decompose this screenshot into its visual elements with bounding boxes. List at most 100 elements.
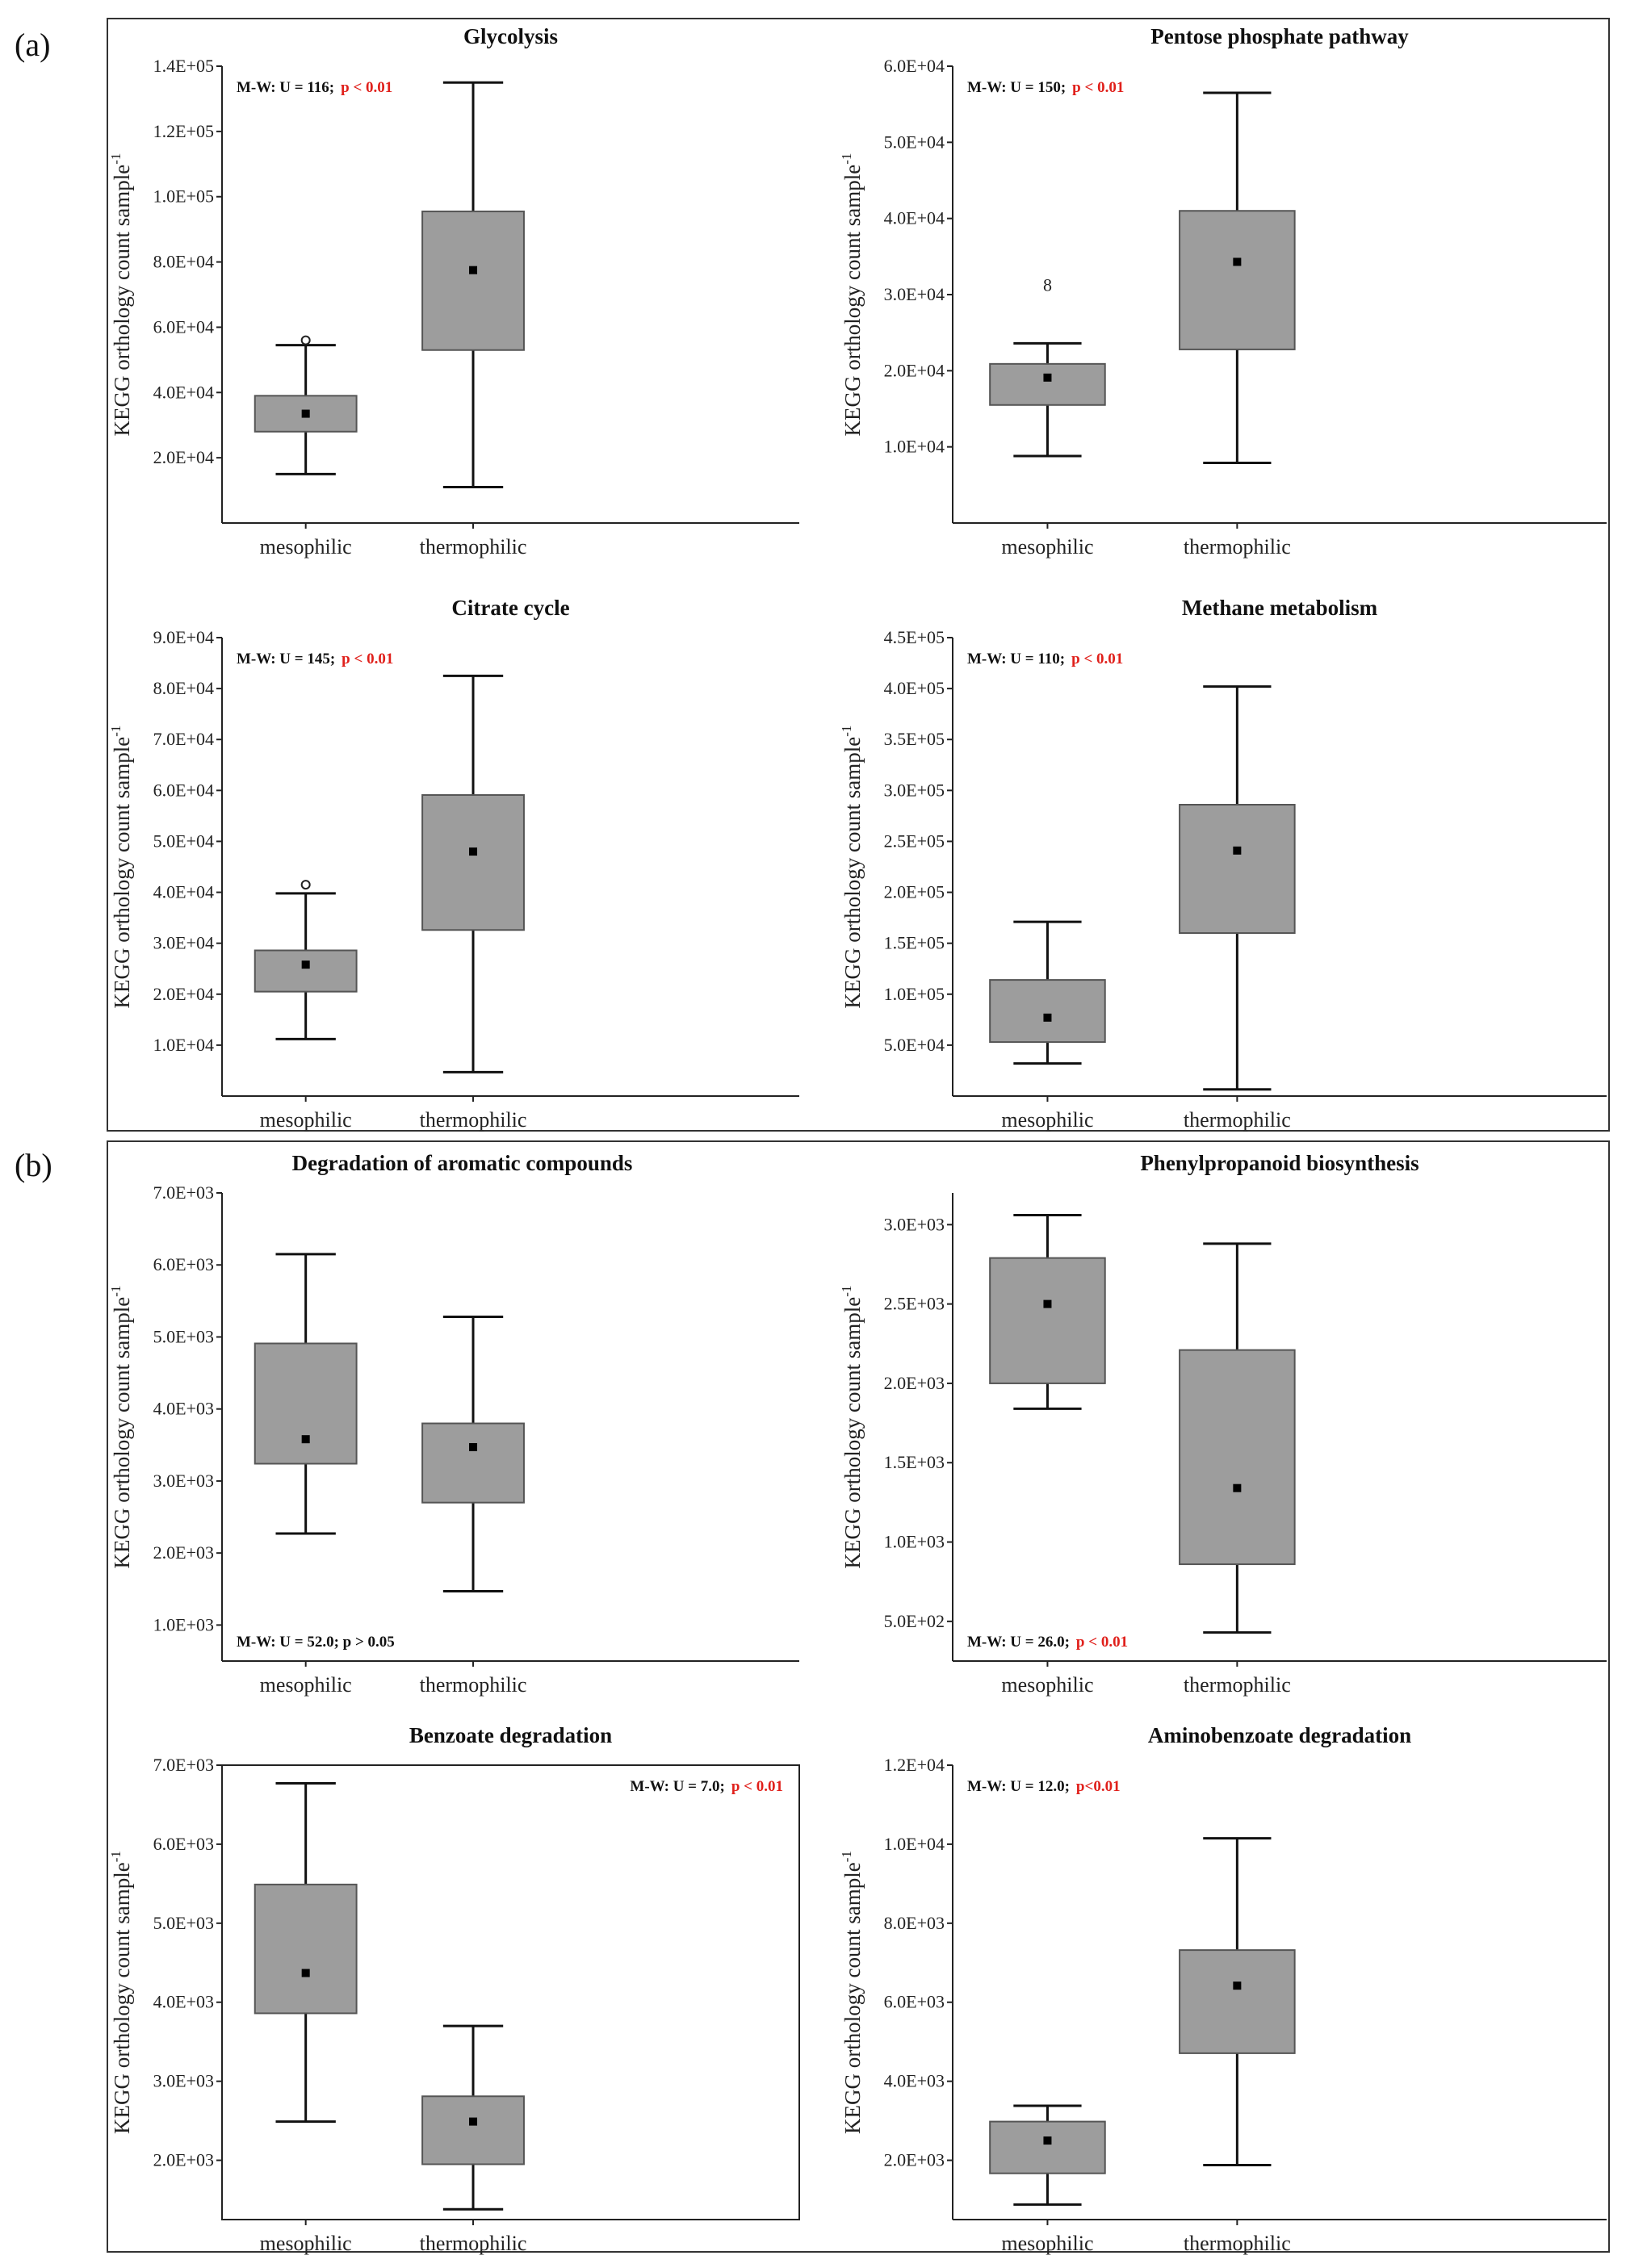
y-tick-label: 3.0E+03 [153, 2071, 214, 2091]
stat-annotation: M-W: U = 116; p < 0.01 [237, 79, 392, 96]
box-thermophilic [1179, 685, 1296, 1091]
x-category-label: mesophilic [260, 1673, 352, 1697]
y-tick-label: 8.0E+04 [153, 678, 214, 698]
stat-annotation: M-W: U = 52.0; p > 0.05 [237, 1634, 395, 1651]
chart-benzoate-degradation: Benzoate degradation 2.0E+03 3.0E+03 4.0E+0… [108, 1723, 800, 2255]
panel-a-frame [107, 18, 1610, 1132]
plot-area: Glycolysis 2.0E+04 4.0E+04 6.0E+04 8.0E+04 1.… [108, 24, 799, 559]
y-tick-label: 3.0E+03 [884, 1214, 945, 1234]
y-tick-label: 2.5E+05 [884, 831, 945, 851]
y-tick-label: 4.0E+03 [884, 2071, 945, 2091]
stat-annotation: M-W: U = 26.0; p < 0.01 [967, 1634, 1128, 1651]
y-axis-label: KEGG orthology count sample-1 [839, 1851, 865, 2134]
outlier-marker [300, 880, 311, 890]
chart-title: Benzoate degradation [409, 1723, 612, 1747]
y-axis-label: KEGG orthology count sample-1 [108, 1851, 134, 2134]
y-axis-label: KEGG orthology count sample-1 [108, 726, 134, 1009]
stat-test: M-W: U = 7.0; [630, 1778, 724, 1795]
box-mesophilic [254, 1253, 358, 1535]
chart-degradation-of-aromatic-compounds: Degradation of aromatic compounds 1.0E+03… [108, 1151, 799, 1697]
median-marker [1233, 257, 1242, 266]
outlier-marker [300, 335, 311, 345]
y-tick-label: 5.0E+04 [153, 831, 214, 851]
median-marker [469, 1442, 478, 1451]
y-tick-label: 1.2E+05 [153, 121, 214, 141]
y-tick-label: 1.5E+03 [884, 1452, 945, 1472]
stat-p-value: p < 0.01 [731, 1778, 783, 1795]
plot-border [221, 1764, 800, 2220]
x-category-label: thermophilic [420, 2232, 527, 2255]
y-tick-label: 6.0E+04 [153, 316, 214, 337]
stat-annotation: M-W: U = 150; p < 0.01 [967, 79, 1124, 96]
chart-title: Aminobenzoate degradation [1148, 1723, 1411, 1747]
stat-test: M-W: U = 145; [237, 651, 335, 667]
box-iqr [254, 1342, 358, 1465]
box-mesophilic [254, 1782, 358, 2124]
stat-test: M-W: U = 110; [967, 651, 1065, 667]
y-axis-label: KEGG orthology count sample-1 [108, 1286, 134, 1569]
y-axis-label-superscript: -1 [839, 1286, 854, 1297]
plot-area: Phenylpropanoid biosynthesis 5.0E+02 1.0E+… [839, 1151, 1607, 1697]
box-iqr [989, 362, 1106, 406]
stat-test: M-W: U = 116; [237, 79, 334, 96]
y-tick-label: 5.0E+04 [884, 1035, 945, 1055]
x-category-label: thermophilic [420, 1673, 527, 1697]
stat-test: M-W: U = 12.0; [967, 1778, 1070, 1795]
y-axis-label-superscript: -1 [839, 726, 854, 737]
y-tick-label: 5.0E+02 [884, 1611, 945, 1631]
chart-phenylpropanoid-biosynthesis: Phenylpropanoid biosynthesis 5.0E+02 1.0E+… [839, 1151, 1607, 1697]
chart-aminobenzoate-degradation: Aminobenzoate degradation 2.0E+03 4.0E+03 6… [839, 1723, 1607, 2255]
y-axis-label-superscript: -1 [108, 153, 124, 165]
y-tick-label: 6.0E+04 [153, 780, 214, 800]
y-tick-label: 5.0E+03 [153, 1326, 214, 1346]
y-axis-label-text: KEGG orthology count sample [840, 1862, 865, 2134]
box-mesophilic: 8 [989, 275, 1106, 458]
box-iqr [254, 949, 358, 993]
y-axis-label-superscript: -1 [108, 726, 124, 737]
y-tick-label: 7.0E+03 [153, 1182, 214, 1203]
box-thermophilic [421, 2024, 525, 2211]
box-thermophilic [421, 1315, 525, 1592]
y-axis-label-text: KEGG orthology count sample [840, 1297, 865, 1569]
box-iqr [254, 1883, 358, 2015]
x-category-label: mesophilic [1001, 1108, 1093, 1132]
y-tick-label: 1.0E+04 [884, 437, 945, 457]
y-tick-label: 2.5E+03 [884, 1294, 945, 1314]
y-tick-label: 4.0E+05 [884, 678, 945, 698]
median-marker [301, 1435, 310, 1444]
chart-title: Glycolysis [463, 24, 558, 48]
chart-title: Phenylpropanoid biosynthesis [1140, 1151, 1419, 1175]
stat-annotation: M-W: U = 12.0; p<0.01 [967, 1778, 1121, 1795]
median-marker [469, 266, 478, 274]
y-tick-label: 4.0E+03 [153, 1992, 214, 2012]
x-category-label: thermophilic [1184, 1108, 1291, 1132]
y-tick-label: 3.0E+03 [153, 1471, 214, 1491]
stat-annotation: M-W: U = 110; p < 0.01 [967, 651, 1123, 667]
y-tick-label: 8.0E+03 [884, 1913, 945, 1933]
x-category-label: mesophilic [260, 535, 352, 559]
y-tick-label: 1.0E+04 [153, 1035, 214, 1055]
box-thermophilic [421, 81, 525, 489]
stat-annotation: M-W: U = 145; p < 0.01 [237, 651, 393, 667]
x-category-label: thermophilic [1184, 1673, 1291, 1697]
median-marker [1043, 2136, 1052, 2145]
box-mesophilic [989, 2104, 1106, 2206]
y-axis-label-text: KEGG orthology count sample [110, 1297, 134, 1569]
x-category-label: thermophilic [1184, 535, 1291, 559]
y-tick-label: 4.0E+04 [153, 882, 214, 902]
y-tick-label: 2.0E+03 [153, 2150, 214, 2170]
box-iqr [989, 1257, 1106, 1384]
y-tick-label: 1.0E+04 [884, 1834, 945, 1854]
median-marker [301, 1969, 310, 1977]
y-tick-label: 3.0E+05 [884, 780, 945, 800]
chart-title: Citrate cycle [451, 596, 569, 620]
box-mesophilic [254, 335, 358, 475]
median-marker [1233, 1483, 1242, 1492]
x-category-label: thermophilic [420, 535, 527, 559]
plot-area: Aminobenzoate degradation 2.0E+03 4.0E+03 6… [839, 1723, 1607, 2255]
median-marker [1043, 1299, 1052, 1308]
chart-title: Methane metabolism [1182, 596, 1378, 620]
median-marker [1233, 1981, 1242, 1990]
box-iqr [1179, 1949, 1296, 2054]
y-tick-label: 1.0E+05 [884, 984, 945, 1004]
